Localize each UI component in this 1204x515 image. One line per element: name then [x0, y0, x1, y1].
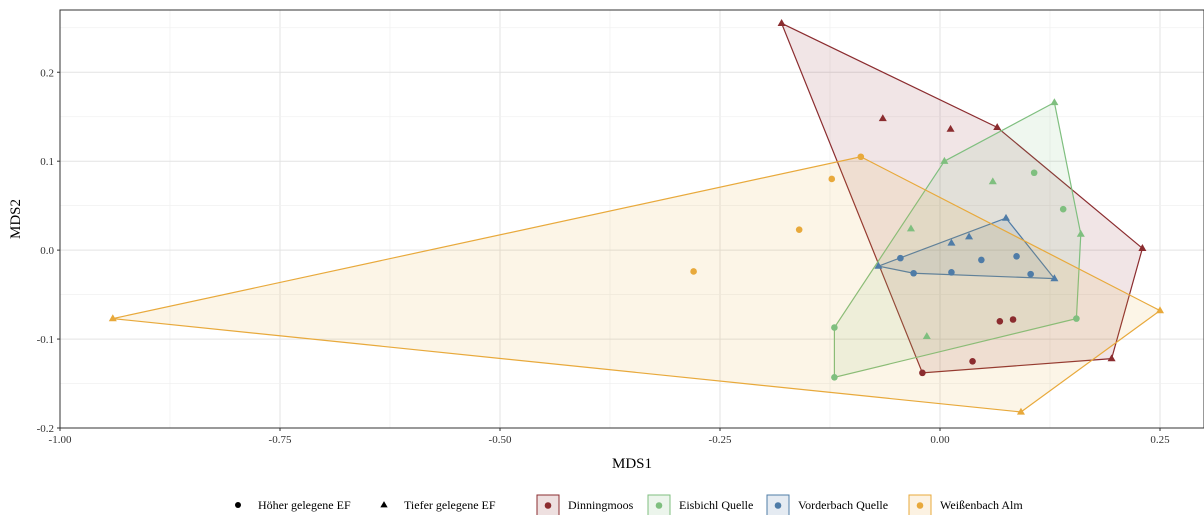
data-point — [1050, 98, 1059, 106]
x-tick-label: 0.25 — [1150, 434, 1170, 446]
data-point — [1016, 407, 1025, 415]
legend-key-dot — [774, 502, 782, 509]
data-point — [1030, 169, 1038, 177]
convex-hulls — [112, 22, 1162, 413]
x-tick-label: 0.00 — [930, 434, 950, 446]
x-axis-title: MDS1 — [612, 456, 652, 472]
y-tick-label: -0.1 — [37, 334, 54, 346]
legend-series-label: Weißenbach Alm — [940, 498, 1023, 512]
data-point — [1001, 213, 1011, 221]
data-point — [1009, 316, 1017, 323]
y-tick-label: 0.2 — [40, 67, 54, 79]
legend-series-label: Vorderbach Quelle — [798, 498, 888, 512]
data-point — [969, 357, 976, 365]
legend-triangle-icon — [380, 501, 388, 508]
data-point — [1013, 253, 1020, 260]
data-point — [795, 226, 803, 233]
data-points — [108, 19, 1165, 415]
data-point — [922, 332, 931, 340]
data-point — [919, 369, 926, 377]
y-axis-ticks: -0.2 -0.1 0.0 0.1 0.2 — [37, 67, 60, 435]
data-point — [777, 19, 786, 26]
data-point — [988, 177, 997, 185]
x-tick-label: -1.00 — [49, 434, 72, 446]
legend-series-label: Dinningmoos — [568, 498, 634, 512]
y-axis-title: MDS2 — [8, 199, 24, 239]
hull-dinningmoos — [780, 22, 1144, 374]
data-point — [1073, 315, 1080, 322]
data-point — [940, 156, 949, 164]
plot-panel-border — [59, 9, 1204, 429]
data-point — [1027, 270, 1034, 278]
data-point — [996, 317, 1004, 325]
legend-shape-label: Höher gelegene EF — [258, 498, 351, 512]
data-point — [948, 269, 955, 276]
y-tick-label: 0.1 — [40, 156, 54, 168]
data-point — [947, 238, 956, 246]
data-point — [828, 175, 836, 183]
data-point — [946, 124, 955, 132]
data-point — [906, 224, 915, 232]
data-point — [1076, 229, 1085, 237]
data-point — [1138, 244, 1147, 251]
data-point — [108, 314, 117, 322]
legend-circle-icon — [235, 502, 241, 508]
x-tick-label: -0.25 — [709, 434, 732, 446]
data-point — [1107, 354, 1116, 362]
legend-series-label: Eisbichl Quelle — [679, 498, 753, 512]
x-tick-label: -0.50 — [489, 434, 512, 446]
data-point — [874, 261, 883, 269]
legend-key-dot — [655, 502, 663, 509]
data-point — [878, 114, 887, 122]
data-point — [1155, 306, 1165, 314]
data-point — [910, 269, 917, 277]
data-point — [978, 256, 985, 264]
data-point — [993, 123, 1002, 131]
data-point — [1059, 205, 1067, 213]
y-tick-label: 0.0 — [40, 245, 54, 257]
x-axis-ticks: -1.00 -0.75 -0.50 -0.25 0.00 0.25 — [49, 428, 1170, 446]
data-point — [897, 254, 904, 262]
y-tick-label: -0.2 — [37, 423, 54, 435]
legend-shape-label: Tiefer gelegene EF — [404, 498, 496, 512]
data-point — [1050, 274, 1059, 282]
data-point — [831, 324, 838, 331]
legend-key-dot — [916, 502, 924, 509]
legend-key-dot — [544, 502, 552, 509]
data-point — [831, 374, 838, 381]
data-point — [857, 153, 865, 161]
x-tick-label: -0.75 — [269, 434, 292, 446]
legend: Höher gelegene EF Tiefer gelegene EF Dinni… — [235, 494, 1023, 515]
data-point — [965, 232, 974, 240]
data-point — [690, 268, 697, 275]
